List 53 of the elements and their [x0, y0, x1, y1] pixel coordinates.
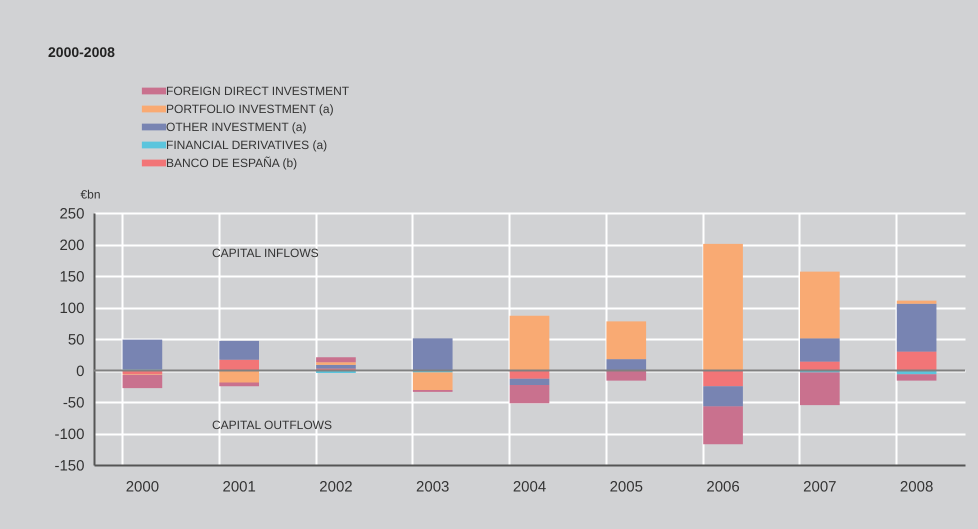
x-tick-label: 2001 — [222, 478, 256, 496]
bar — [800, 272, 840, 338]
x-tick-label: 2002 — [319, 478, 353, 496]
y-tick-label: -150 — [54, 458, 84, 474]
bar — [896, 300, 936, 304]
x-tick-label: 2005 — [610, 478, 643, 496]
bar — [606, 359, 646, 370]
annotation: CAPITAL OUTFLOWS — [212, 418, 332, 432]
y-tick-label: 50 — [68, 332, 84, 348]
x-tick-label: 2000 — [126, 478, 160, 496]
bar — [703, 244, 743, 370]
bar — [703, 370, 743, 386]
bar — [412, 338, 453, 370]
bar — [510, 316, 550, 370]
legend-label: FOREIGN DIRECT INVESTMENT — [166, 84, 350, 98]
bar — [800, 338, 840, 362]
bar — [896, 304, 936, 352]
bar — [219, 340, 260, 360]
bar — [703, 386, 743, 406]
annotation: CAPITAL INFLOWS — [212, 246, 319, 260]
bar — [122, 340, 162, 370]
bar — [316, 357, 356, 362]
bar — [122, 374, 162, 388]
y-tick-label: 150 — [59, 268, 84, 286]
x-tick-label: 2006 — [706, 478, 740, 496]
legend-label: FINANCIAL DERIVATIVES (a) — [166, 138, 328, 152]
bar — [896, 352, 936, 370]
bar — [412, 372, 453, 390]
bar — [896, 374, 936, 381]
legend-label: BANCO DE ESPAÑA (b) — [166, 156, 298, 170]
y-tick-label: 100 — [59, 300, 84, 317]
y-tick-label: 0 — [76, 363, 84, 380]
legend-label: OTHER INVESTMENT (a) — [166, 120, 306, 134]
legend-label: PORTFOLIO INVESTMENT (a) — [166, 102, 334, 116]
bar — [316, 362, 356, 365]
x-tick-label: 2003 — [416, 478, 450, 496]
y-tick-label: -100 — [54, 426, 84, 443]
bar — [219, 370, 260, 382]
x-tick-label: 2008 — [900, 478, 934, 496]
bar — [316, 364, 356, 369]
chart-title: 2000-2008 — [48, 44, 116, 60]
bar — [510, 378, 550, 385]
bar — [800, 372, 840, 406]
bar — [510, 384, 550, 404]
bar — [703, 406, 743, 444]
x-tick-label: 2007 — [803, 478, 837, 496]
y-tick-label: -50 — [62, 394, 84, 412]
y-axis-title: €bn — [80, 188, 101, 202]
bar — [606, 321, 646, 360]
y-tick-label: 200 — [59, 237, 84, 254]
bar — [219, 382, 260, 386]
x-tick-label: 2004 — [512, 478, 546, 496]
y-tick-label: 250 — [59, 206, 84, 222]
